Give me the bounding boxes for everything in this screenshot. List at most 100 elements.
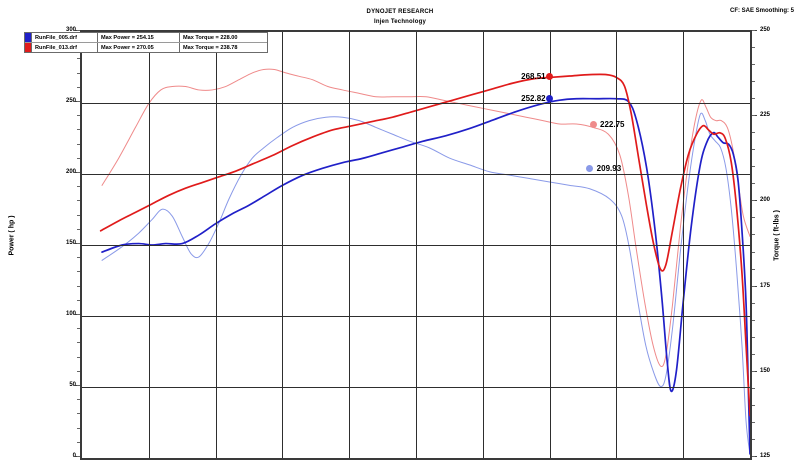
vertical-gridline: [416, 32, 417, 458]
axis-tick-label: 0: [72, 453, 76, 459]
data-point-label: 268.51: [521, 71, 546, 81]
axis-minor-tick: [77, 58, 80, 59]
axis-minor-tick: [77, 243, 80, 244]
axis-minor-tick: [77, 73, 80, 74]
axis-tick-label: 200: [65, 169, 76, 175]
legend-power-run2: Max Power = 270.05: [98, 43, 180, 52]
axis-minor-tick: [752, 354, 755, 355]
axis-minor-tick: [77, 87, 80, 88]
axis-minor-tick: [752, 252, 755, 253]
legend: RunFile_005.drf Max Power = 254.15 Max T…: [24, 32, 268, 53]
axis-minor-tick: [77, 328, 80, 329]
axis-tick-label: 150: [65, 240, 76, 246]
legend-swatch-run2: [25, 43, 32, 52]
axis-minor-tick: [77, 200, 80, 201]
axis-tick-label: 300: [65, 27, 76, 33]
vertical-gridline: [216, 32, 217, 458]
axis-minor-tick: [77, 115, 80, 116]
series-line: [101, 112, 750, 456]
legend-torque-run1: Max Torque = 228.00: [183, 34, 238, 41]
plot-area: [80, 30, 752, 460]
axis-minor-tick: [752, 166, 755, 167]
vertical-gridline: [616, 32, 617, 458]
axis-minor-tick: [752, 371, 755, 372]
left-axis-power: 300 250 200 150 100 50 0: [62, 27, 80, 460]
axis-minor-tick: [77, 413, 80, 414]
axis-minor-tick: [77, 456, 80, 457]
axis-tick-label: 125: [760, 453, 771, 459]
axis-minor-tick: [752, 456, 755, 457]
axis-minor-tick: [77, 186, 80, 187]
legend-file-run2: RunFile_013.drf: [32, 43, 98, 52]
axis-minor-tick: [752, 234, 755, 235]
axis-minor-tick: [77, 385, 80, 386]
axis-minor-tick: [77, 428, 80, 429]
axis-minor-tick: [77, 158, 80, 159]
legend-swatch-run1: [25, 33, 32, 42]
axis-minor-tick: [77, 314, 80, 315]
axis-minor-tick: [77, 129, 80, 130]
axis-minor-tick: [752, 47, 755, 48]
axis-minor-tick: [77, 144, 80, 145]
vertical-gridline: [349, 32, 350, 458]
axis-minor-tick: [752, 183, 755, 184]
correction-factor-note: CF: SAE Smoothing: 5: [730, 8, 794, 14]
axis-minor-tick: [752, 81, 755, 82]
axis-minor-tick: [752, 337, 755, 338]
series-line: [101, 68, 750, 368]
vertical-gridline: [683, 32, 684, 458]
page-subtitle: Injen Technology: [373, 19, 427, 25]
axis-tick-label: 200: [760, 197, 771, 203]
axis-minor-tick: [77, 257, 80, 258]
axis-tick-label: 50: [69, 382, 76, 388]
data-point-label: 209.93: [596, 163, 622, 173]
axis-minor-tick: [752, 30, 755, 31]
axis-minor-tick: [752, 320, 755, 321]
axis-minor-tick: [752, 200, 755, 201]
legend-file-run1: RunFile_005.drf: [32, 33, 98, 42]
axis-minor-tick: [752, 149, 755, 150]
axis-minor-tick: [752, 388, 755, 389]
series-line: [99, 73, 750, 417]
vertical-gridline: [483, 32, 484, 458]
axis-minor-tick: [77, 442, 80, 443]
legend-power-run1: Max Power = 254.15: [98, 33, 180, 42]
legend-torque-run2: Max Torque = 238.78: [183, 44, 238, 51]
axis-tick-label: 100: [65, 311, 76, 317]
axis-minor-tick: [752, 217, 755, 218]
axis-tick-label: 225: [760, 112, 771, 118]
axis-minor-tick: [752, 405, 755, 406]
axis-tick-label: 250: [760, 27, 771, 33]
axis-minor-tick: [77, 357, 80, 358]
axis-minor-tick: [77, 371, 80, 372]
axis-tick-label: 250: [65, 98, 76, 104]
axis-tick-label: 175: [760, 283, 771, 289]
axis-tick-label: 150: [760, 368, 771, 374]
axis-minor-tick: [77, 30, 80, 31]
axis-minor-tick: [752, 286, 755, 287]
axis-minor-tick: [752, 269, 755, 270]
axis-minor-tick: [77, 286, 80, 287]
axis-minor-tick: [752, 132, 755, 133]
axis-minor-tick: [77, 101, 80, 102]
axis-minor-tick: [752, 64, 755, 65]
vertical-gridline: [149, 32, 150, 458]
right-axis-torque: 250 225 200 175 150 125: [752, 27, 774, 460]
axis-minor-tick: [77, 300, 80, 301]
page-title: DYNOJET RESEARCH: [366, 9, 434, 15]
axis-minor-tick: [77, 271, 80, 272]
axis-minor-tick: [752, 422, 755, 423]
left-axis-title: Power ( hp ): [8, 215, 16, 256]
series-line: [101, 97, 750, 455]
axis-minor-tick: [752, 439, 755, 440]
legend-row[interactable]: RunFile_005.drf Max Power = 254.15 Max T…: [25, 33, 267, 42]
vertical-gridline: [550, 32, 551, 458]
axis-minor-tick: [752, 303, 755, 304]
axis-minor-tick: [77, 229, 80, 230]
legend-row[interactable]: RunFile_013.drf Max Power = 270.05 Max T…: [25, 42, 267, 52]
axis-minor-tick: [752, 98, 755, 99]
data-point-label: 252.82: [521, 93, 546, 103]
right-axis-title: Torque ( ft-lbs ): [773, 210, 781, 261]
vertical-gridline: [282, 32, 283, 458]
